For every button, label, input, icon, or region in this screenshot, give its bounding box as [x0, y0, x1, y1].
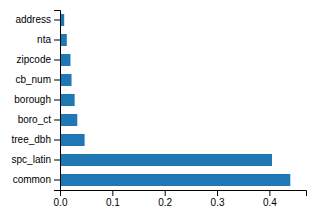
category-tick-label: address: [15, 14, 51, 25]
category-tick-mark: [54, 180, 60, 181]
value-tick-label: 0.0: [54, 197, 68, 208]
category-tick-mark: [54, 120, 60, 121]
category-tick-mark: [54, 40, 60, 41]
category-tick-label: spc_latin: [12, 154, 51, 165]
category-tick-label: cb_num: [15, 74, 51, 85]
value-tick-label: 0.4: [263, 197, 277, 208]
bar: [60, 94, 75, 106]
category-axis-line: [54, 11, 61, 191]
bar: [60, 134, 85, 146]
category-tick: common: [13, 174, 60, 185]
category-tick-label: borough: [14, 94, 51, 105]
category-tick-mark: [54, 100, 60, 101]
bar: [60, 154, 272, 166]
value-tick: 0.3: [211, 190, 225, 208]
category-tick: borough: [14, 94, 60, 105]
category-tick: nta: [37, 34, 60, 45]
category-tick-mark: [54, 160, 60, 161]
value-tick-label: 0.2: [158, 197, 172, 208]
x-axis: 0.0 0.1 0.2 0.3 0.4: [54, 190, 307, 208]
value-tick-mark: [217, 190, 218, 196]
value-tick-mark: [165, 190, 166, 196]
category-tick: cb_num: [15, 74, 60, 85]
category-tick: tree_dbh: [12, 134, 60, 145]
value-axis-line: [61, 191, 307, 197]
chart: 0.0 0.1 0.2 0.3 0.4 common spc_latin tree_dbh bo…: [0, 0, 320, 214]
bar: [60, 54, 70, 66]
category-tick-mark: [54, 140, 60, 141]
bar: [60, 174, 290, 186]
plot: 0.0 0.1 0.2 0.3 0.4 common spc_latin tree_dbh bo…: [12, 11, 307, 209]
category-tick: zipcode: [17, 54, 60, 65]
category-tick-mark: [54, 20, 60, 21]
value-tick: 0.1: [106, 190, 120, 208]
category-tick-label: nta: [37, 34, 51, 45]
category-tick-label: boro_ct: [18, 114, 52, 125]
category-tick-mark: [54, 60, 60, 61]
value-tick-mark: [112, 190, 113, 196]
category-tick-mark: [54, 80, 60, 81]
category-tick: boro_ct: [18, 114, 60, 125]
y-axis: common spc_latin tree_dbh boro_ct borough cb_…: [12, 11, 61, 191]
bars: [60, 14, 290, 186]
value-tick: 0.0: [54, 190, 68, 208]
value-tick-label: 0.3: [211, 197, 225, 208]
bar: [60, 74, 72, 86]
value-tick-label: 0.1: [106, 197, 120, 208]
value-tick-mark: [269, 190, 270, 196]
bar: [60, 114, 77, 126]
category-tick: address: [15, 14, 60, 25]
category-tick-label: common: [13, 174, 51, 185]
bar: [60, 34, 67, 46]
category-tick-label: zipcode: [17, 54, 52, 65]
category-tick-label: tree_dbh: [12, 134, 51, 145]
value-tick: 0.2: [158, 190, 172, 208]
value-tick: 0.4: [263, 190, 277, 208]
category-tick: spc_latin: [12, 154, 60, 165]
